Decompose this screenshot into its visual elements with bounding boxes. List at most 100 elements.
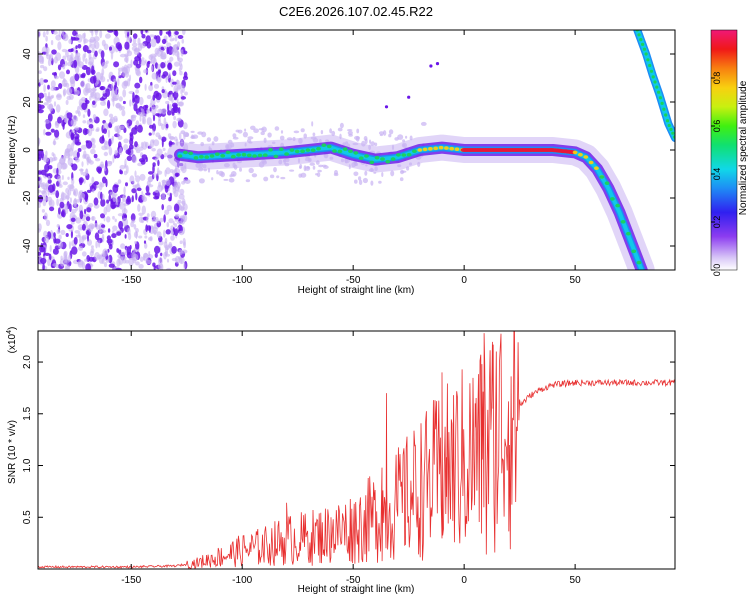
noise-speckle [107,79,109,82]
halo-speckle [211,177,214,181]
noise-speckle [168,218,174,224]
noise-speckle [137,37,141,46]
noise-speckle [45,131,52,136]
noise-speckle [115,88,118,98]
noise-speckle [108,123,113,129]
trace-blob [626,231,631,236]
noise-speckle [112,215,115,220]
noise-speckle [85,230,90,235]
noise-speckle [170,231,175,235]
noise-speckle [96,127,100,132]
noise-speckle [87,108,91,117]
noise-speckle [137,182,140,187]
noise-speckle [112,194,117,203]
trace-blob [214,152,220,156]
noise-speckle [163,229,166,238]
trace-blob [300,149,305,153]
noise-speckle [153,229,157,236]
noise-speckle [146,117,152,126]
noise-speckle [61,79,68,87]
noise-speckle [86,207,92,213]
noise-speckle [118,104,123,111]
noise-speckle [153,217,159,220]
noise-speckle [118,96,123,102]
noise-speckle [50,80,56,88]
trace-blob [204,155,210,159]
snr-x-tick-label: -50 [346,575,361,586]
noise-speckle [94,30,99,33]
halo-speckle [401,170,407,173]
noise-speckle [138,146,144,151]
noise-speckle [90,69,96,75]
colorbar: 0.0 0.2 0.4 0.6 0.8 Normalized spectral ampl… [710,29,749,276]
noise-speckle [81,223,86,231]
noise-speckle [153,195,160,200]
noise-speckle [132,180,135,184]
noise-speckle [102,90,105,95]
noise-speckle [171,246,177,254]
halo-speckle [216,170,219,175]
noise-speckle [86,82,91,91]
noise-speckle [47,113,53,122]
noise-speckle [94,41,100,50]
noise-speckle [157,170,163,175]
noise-speckle [142,141,148,150]
noise-speckle [173,189,179,198]
noise-speckle [151,147,156,152]
noise-speckle [103,108,109,117]
noise-speckle [100,75,106,83]
noise-speckle [40,257,47,265]
noise-speckle [111,135,114,141]
noise-speckle [172,185,176,190]
noise-speckle [141,57,145,61]
noise-speckle [85,263,91,270]
noise-speckle [62,123,65,130]
noise-speckle [45,48,48,57]
trace-blob [385,159,391,164]
noise-speckle [79,210,84,220]
trace-blob [188,151,194,156]
noise-speckle [133,103,138,112]
halo-speckle [304,166,311,171]
noise-speckle [42,31,46,38]
noise-speckle [52,248,59,255]
halo-speckle [198,178,205,184]
noise-speckle [92,100,96,106]
noise-speckle [38,151,42,160]
noise-speckle [161,136,167,143]
noise-speckle [133,231,139,238]
noise-speckle [130,114,137,119]
noise-speckle [133,224,137,230]
noise-speckle [139,256,144,263]
noise-speckle [70,48,74,52]
noise-speckle [139,43,146,49]
noise-speckle [76,34,83,43]
noise-speckle [131,42,138,47]
noise-speckle [58,83,63,89]
halo-speckle [369,139,371,144]
noise-speckle [154,252,158,258]
noise-speckle [42,263,45,270]
noise-speckle [66,61,73,67]
spectrogram-y-tick-label: -40 [22,238,33,253]
noise-speckle [122,89,127,98]
noise-speckle [67,157,74,166]
noise-speckle [71,177,75,186]
noise-speckle [121,217,129,227]
noise-speckle [169,56,174,62]
noise-speckle [182,122,188,130]
noise-speckle [81,251,87,257]
noise-speckle [66,69,70,75]
noise-speckle [130,221,135,228]
snr-y-tick-label: 1.5 [22,406,33,420]
trace-blob [225,150,231,155]
spectrogram-y-tick-label: 0 [22,147,33,153]
snr-x-ticks: -150 -100 -50 0 50 [121,331,581,586]
trace-blob [262,153,268,157]
noise-speckle [51,49,57,55]
spectrogram-y-tick-label: 20 [22,96,33,108]
noise-speckle [116,128,120,134]
trace-blob [326,144,332,149]
spectrogram-x-tick-label: 0 [461,275,467,286]
noise-speckle [125,54,129,64]
